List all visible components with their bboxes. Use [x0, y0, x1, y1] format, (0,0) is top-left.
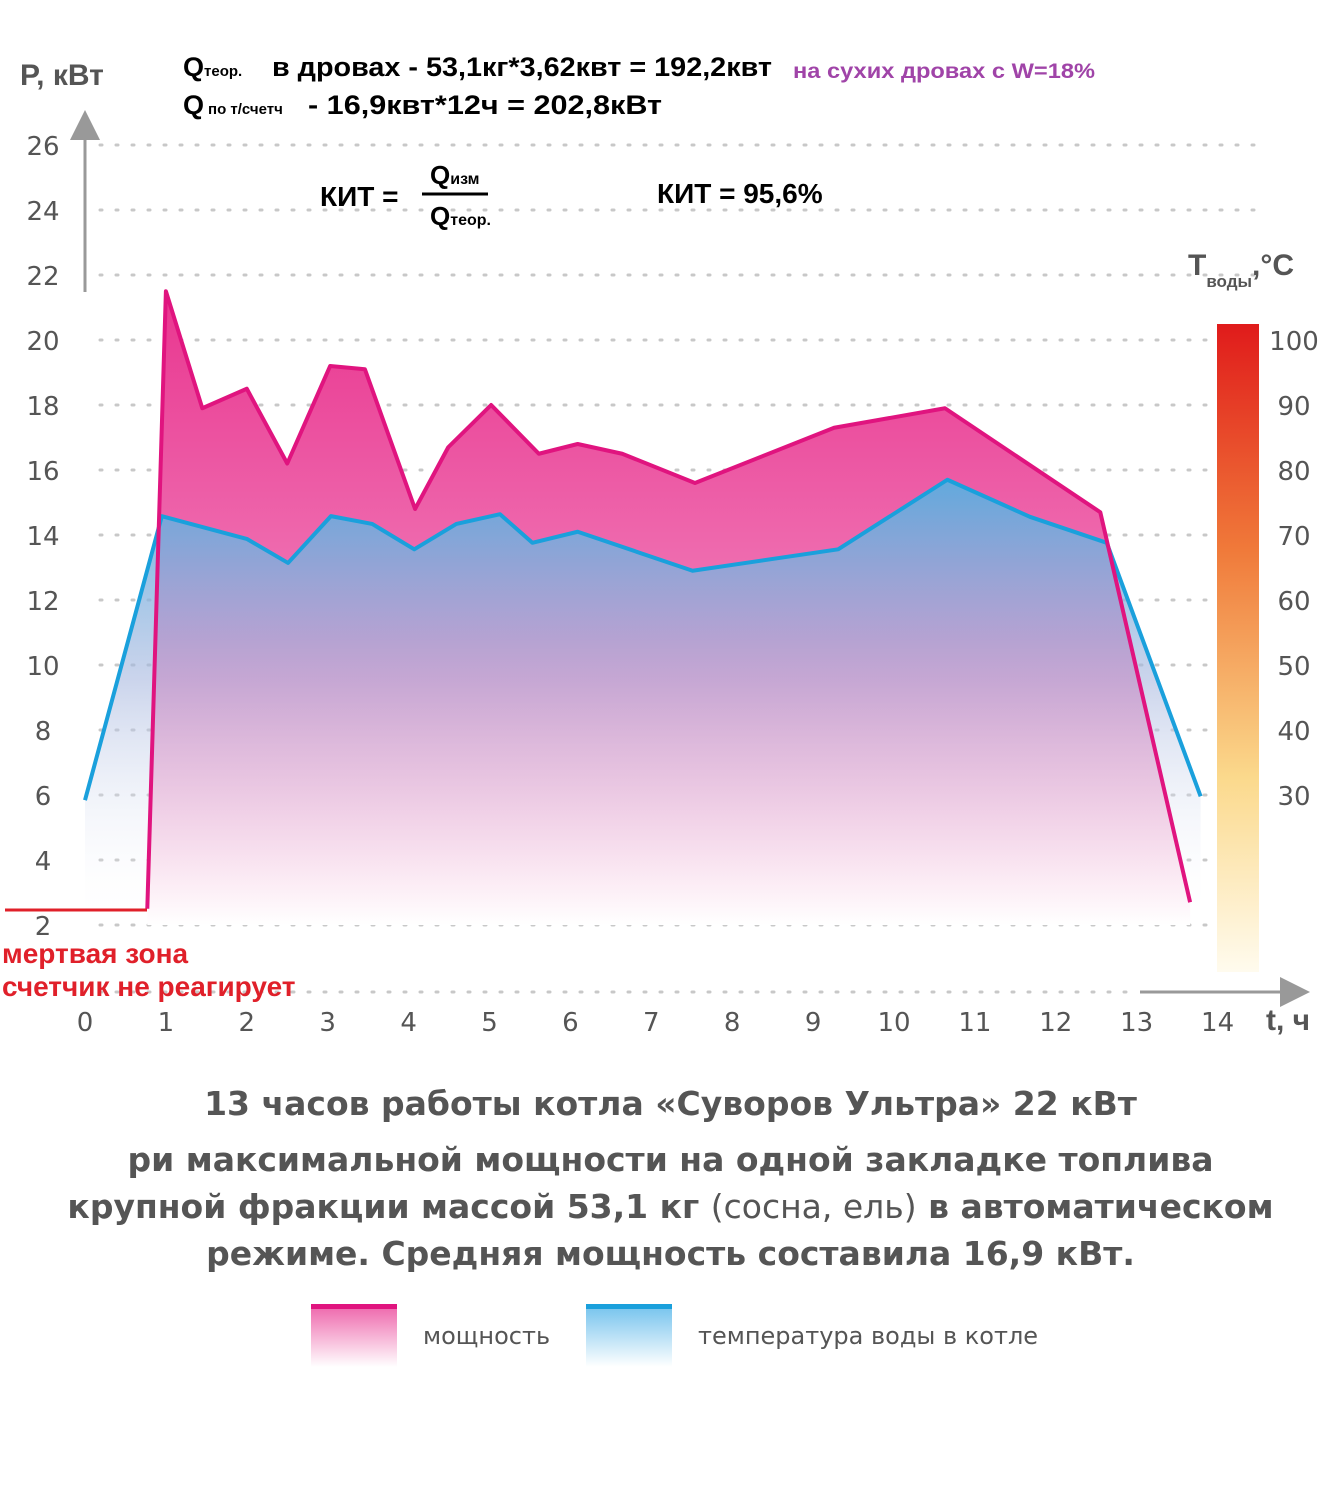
temperature-color-bar	[1217, 324, 1259, 972]
x-tick-label: 6	[562, 1008, 579, 1038]
kit-numerator: Qизм	[430, 160, 479, 190]
legend-power-swatch	[311, 1304, 397, 1367]
y-tick-label: 18	[26, 392, 59, 422]
q-theor-symbol: Qтеор.	[183, 52, 242, 82]
y2-tick-label: 40	[1277, 717, 1310, 747]
y-tick-label: 22	[26, 262, 59, 292]
y-tick-label: 24	[26, 197, 59, 227]
y2-label-main: T	[1188, 249, 1206, 282]
x-tick-label: 5	[481, 1008, 498, 1038]
legend-temperature-swatch	[586, 1304, 672, 1367]
y-tick-label: 14	[26, 522, 59, 552]
x-tick-label: 14	[1201, 1008, 1234, 1038]
y2-tick-label: 30	[1277, 782, 1310, 812]
den-symbol: Q	[430, 201, 450, 231]
x-tick-label: 4	[400, 1008, 417, 1038]
y2-tick-label: 70	[1277, 522, 1310, 552]
caption-line-1: 13 часов работы котла «Суворов Ультра» 2…	[204, 1084, 1137, 1123]
temperature-line	[83, 477, 1203, 801]
kit-denominator: Qтеор.	[430, 201, 491, 231]
y-tick-label: 6	[35, 782, 52, 812]
y2-tick-label: 90	[1277, 392, 1310, 422]
y-tick-label: 10	[26, 652, 59, 682]
q-meter-sub: по т/счетч	[208, 101, 283, 118]
x-tick-label: 1	[158, 1008, 175, 1038]
y2-label-sub: воды	[1206, 272, 1252, 291]
legend-power-label: мощность	[423, 1322, 551, 1350]
q-meter-text: - 16,9квт*12ч = 202,8кВт	[308, 90, 662, 120]
x-tick-label: 2	[239, 1008, 256, 1038]
q-theor-note: на сухих дровах с W=18%	[793, 60, 1095, 83]
y-axis-label: P, кВт	[20, 59, 104, 92]
caption-line-3a: крупной фракции массой 53,1 кг	[67, 1187, 711, 1226]
y2-label-unit: ,°C	[1252, 249, 1294, 282]
kit-lhs: КИТ =	[320, 181, 398, 212]
caption-line-2: ри максимальной мощности на одной заклад…	[127, 1140, 1214, 1179]
x-tick-label: 7	[643, 1008, 660, 1038]
power-line	[145, 289, 1193, 909]
caption-line-3: крупной фракции массой 53,1 кг (сосна, е…	[0, 1187, 1341, 1226]
den-sub: теор.	[450, 212, 491, 229]
caption-line-3c: в автоматическом	[916, 1187, 1274, 1226]
x-axis-label: t, ч	[1266, 1004, 1310, 1037]
y-tick-label: 26	[26, 132, 59, 162]
y2-tick-label: 50	[1277, 652, 1310, 682]
dead-zone-note-1: мертвая зона	[2, 938, 189, 969]
y2-axis-label: Tводы,°C	[1188, 249, 1294, 291]
lines	[83, 289, 1203, 909]
q-theor-symbol-q: Q	[183, 52, 204, 82]
y-tick-label: 8	[35, 717, 52, 747]
q-theor-sub: теор.	[204, 63, 242, 80]
x-tick-label: 0	[77, 1008, 94, 1038]
y-tick-label: 2	[35, 912, 52, 942]
kit-result: КИТ = 95,6%	[657, 178, 823, 209]
x-tick-label: 13	[1120, 1008, 1153, 1038]
q-meter-symbol-q: Q	[183, 90, 204, 120]
y-tick-label: 16	[26, 457, 59, 487]
areas	[85, 291, 1201, 925]
num-sub: изм	[450, 171, 479, 188]
caption-line-3b: (сосна, ель)	[710, 1187, 917, 1226]
y2-tick-label: 80	[1277, 457, 1310, 487]
y2-tick-label: 60	[1277, 587, 1310, 617]
x-tick-label: 10	[877, 1008, 910, 1038]
x-tick-label: 8	[724, 1008, 741, 1038]
x-tick-label: 11	[958, 1008, 991, 1038]
x-tick-label: 9	[805, 1008, 822, 1038]
temperature-area	[85, 479, 1201, 925]
y2-tick-label: 100	[1269, 327, 1319, 357]
dead-zone-note-2: счетчик не реагирует	[2, 971, 296, 1002]
y-tick-label: 20	[26, 327, 59, 357]
y-tick-label: 12	[26, 587, 59, 617]
caption-line-4: режиме. Средняя мощность составила 16,9 …	[206, 1234, 1135, 1273]
x-tick-label: 3	[319, 1008, 336, 1038]
q-theor-text: в дровах - 53,1кг*3,62квт = 192,2квт	[272, 52, 772, 82]
y-tick-label: 4	[35, 847, 52, 877]
legend-temperature-label: температура воды в котле	[698, 1322, 1039, 1350]
x-tick-label: 12	[1039, 1008, 1072, 1038]
num-symbol: Q	[430, 160, 450, 190]
